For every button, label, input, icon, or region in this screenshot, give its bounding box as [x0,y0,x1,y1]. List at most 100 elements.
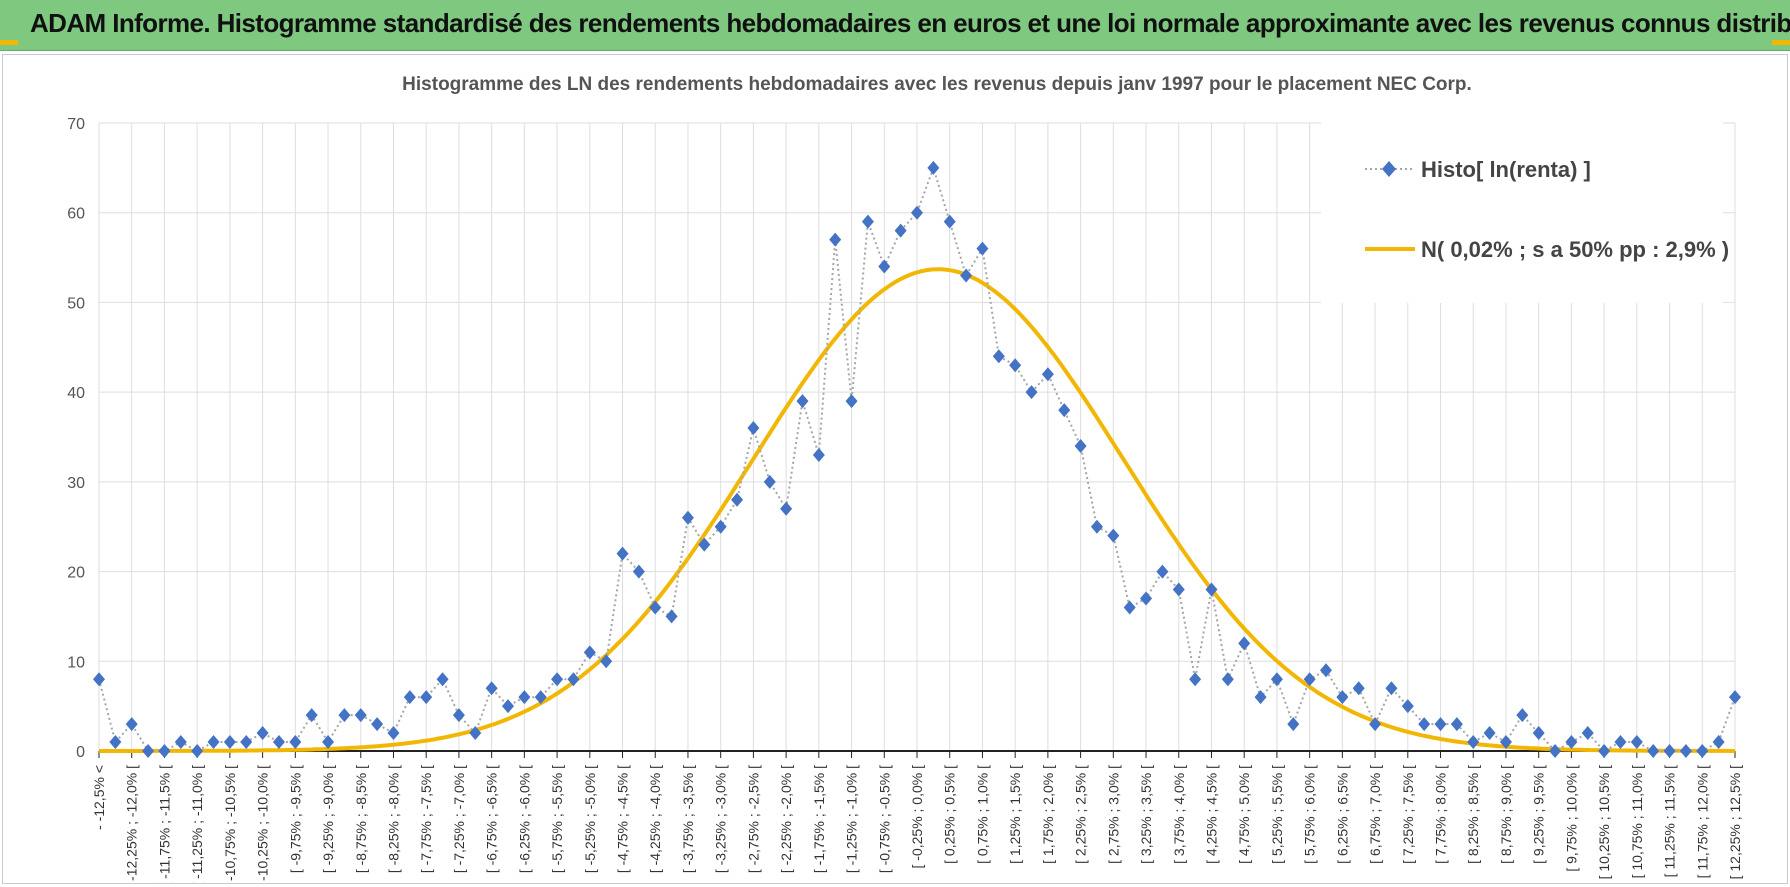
histogram-point [796,394,809,409]
x-tick-label: [ -9,75% ; -9,5% [ [287,765,303,873]
histogram-point [583,645,596,660]
y-tick-label: 40 [67,385,85,402]
histogram-point [1516,708,1529,723]
histogram-point [829,232,842,247]
x-tick-label: [ 1,25% ; 1,5% [ [1007,765,1023,864]
chart-title: Histogramme des LN des rendements hebdom… [402,74,1472,95]
x-tick-label: [ 3,25% ; 3,5% [ [1138,765,1154,864]
x-tick-label: [ -12,25% ; -12,0% [ [124,765,140,883]
histogram-point [1679,744,1692,758]
histogram-point [632,564,645,579]
histogram-point [567,672,580,687]
histogram-point [976,241,989,256]
x-tick-label: [ -4,25% ; -4,0% [ [647,765,663,873]
y-tick-label: 0 [76,744,85,761]
x-tick-label: [ -4,75% ; -4,5% [ [615,765,631,873]
histogram-point [387,726,400,741]
histogram-point [780,501,793,516]
x-tick-label: [ -0,75% ; -0,5% [ [876,765,892,873]
histogram-point [861,214,874,229]
histogram-point [1434,717,1447,732]
x-tick-label: [ -1,25% ; -1,0% [ [844,765,860,873]
x-tick-label: [ 0,25% ; 0,5% [ [942,765,958,864]
histogram-point [272,735,285,750]
histogram-point [878,259,891,274]
x-tick-label: - -12,5% < [91,765,107,830]
histogram-point [1041,367,1054,382]
histogram-point [240,735,253,750]
x-tick-label: [ 7,75% ; 8,0% [ [1433,765,1449,864]
histogram-point [1369,717,1382,732]
histogram-point [142,744,155,758]
histogram-point [403,690,416,705]
x-tick-label: [ -10,75% ; -10,5% [ [222,765,238,883]
histogram-point [420,690,433,705]
histogram-point [1107,528,1120,543]
histogram-chart: Histogramme des LN des rendements hebdom… [67,74,1743,883]
histogram-point [600,654,613,669]
histogram-point [943,214,956,229]
histogram-point [911,205,923,220]
x-tick-label: [ 5,75% ; 6,0% [ [1302,765,1318,864]
histogram-point [338,708,351,723]
x-tick-label: [ 1,75% ; 2,0% [ [1040,765,1056,864]
histogram-point [1696,744,1709,758]
histogram-point [1172,582,1185,597]
histogram-point [1074,438,1087,453]
legend-histogram-swatch-marker [1382,161,1396,177]
histogram-point [1467,735,1480,750]
histogram-point [1729,690,1741,705]
x-tick-label: [ 9,75% ; 10,0% [ [1563,765,1579,872]
x-tick-label: [ -2,75% ; -2,5% [ [745,765,761,873]
x-tick-label: [ -5,25% ; -5,0% [ [582,765,598,873]
histogram-point [322,735,335,750]
histogram-point [1238,636,1251,651]
histogram-point [731,492,744,507]
histogram-point [1025,385,1038,400]
histogram-point [256,726,269,741]
histogram-point [289,735,302,750]
histogram-point [518,690,531,705]
histogram-point [1009,358,1022,373]
x-tick-label: [ 12,25% ; 12,5% [ [1727,765,1743,880]
histogram-point [1565,735,1578,750]
histogram-point [1712,735,1725,750]
histogram-point [551,672,564,687]
x-tick-label: [ -6,25% ; -6,0% [ [516,765,532,873]
y-tick-label: 30 [67,475,85,492]
histogram-point [681,510,694,525]
x-tick-label: [ -11,25% ; -11,0% [ [189,765,205,883]
histogram-point [1647,744,1660,758]
histogram-point [1352,681,1365,696]
histogram-point [109,735,122,750]
histogram-point [1483,726,1496,741]
histogram-point [191,744,204,758]
x-tick-label: [ 11,25% ; 11,5% [ [1662,765,1678,877]
histogram-point [1090,519,1103,534]
x-tick-label: [ 8,75% ; 9,0% [ [1498,765,1514,864]
histogram-point [436,672,449,687]
x-tick-label: [ 2,75% ; 3,0% [ [1105,765,1121,864]
histogram-point [812,447,825,462]
x-tick-label: [ 2,25% ; 2,5% [ [1073,765,1089,864]
histogram-point [174,735,187,750]
x-tick-label: [ -11,75% ; -11,5% [ [156,765,172,883]
x-tick-label: [ 10,25% ; 10,5% [ [1596,765,1612,880]
histogram-point [665,609,678,624]
x-tick-label: [ -3,25% ; -3,0% [ [713,765,729,873]
histogram-point [1320,663,1332,678]
histogram-point [1156,564,1169,579]
y-tick-label: 60 [67,206,85,223]
x-tick-label: [ 8,25% ; 8,5% [ [1465,765,1481,864]
histogram-point [747,421,760,436]
histogram-point [1058,403,1071,418]
x-tick-label: [ 5,25% ; 5,5% [ [1269,765,1285,864]
histogram-point [223,735,236,750]
x-tick-label: [ -10,25% ; -10,0% [ [255,765,271,883]
histogram-point [1270,672,1283,687]
normal-curve-line [99,267,1735,753]
histogram-point [714,519,727,534]
x-tick-label: [ -8,75% ; -8,5% [ [353,765,369,873]
histogram-point [1336,690,1349,705]
report-banner: ADAM Informe. Histogramme standardisé de… [0,0,1790,51]
